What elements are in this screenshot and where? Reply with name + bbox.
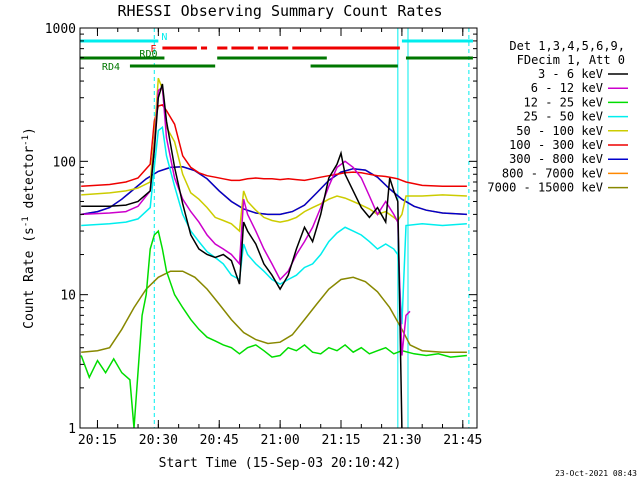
legend-label-6-12-kev: 6 - 12 keV bbox=[531, 81, 603, 95]
legend-item-50-100-kev: 50 - 100 keV bbox=[516, 124, 628, 138]
legend-item-3-6-kev: 3 - 6 keV bbox=[538, 67, 628, 81]
legend-label-7000-15000-kev: 7000 - 15000 keV bbox=[487, 181, 603, 195]
y-axis-label: Count Rate (s-1 detector-1) bbox=[21, 127, 37, 329]
legend-header-line-1: Det 1,3,4,5,6,9, bbox=[509, 39, 625, 53]
legend-label-3-6-kev: 3 - 6 keV bbox=[538, 67, 603, 81]
x-tick-label-20-15: 20:15 bbox=[78, 433, 117, 448]
legend-label-25-50-kev: 25 - 50 keV bbox=[524, 110, 603, 124]
flag-label-n: N bbox=[161, 32, 167, 43]
legend-item-7000-15000-kev: 7000 - 15000 keV bbox=[487, 181, 628, 195]
series-line-300-800-kev bbox=[81, 166, 467, 216]
flag-bar-n: N bbox=[80, 32, 473, 43]
legend-item-12-25-kev: 12 - 25 keV bbox=[524, 95, 628, 109]
y-axis-label-end: ) bbox=[22, 127, 37, 135]
legend-item-100-300-kev: 100 - 300 keV bbox=[509, 138, 628, 152]
series-line-12-25-kev bbox=[80, 229, 467, 429]
legend-label-100-300-kev: 100 - 300 keV bbox=[509, 138, 603, 152]
y-axis-label-sup2: -1 bbox=[21, 135, 31, 146]
flag-label-f: F bbox=[150, 44, 156, 55]
x-tick-label-21-15: 21:15 bbox=[321, 433, 360, 448]
footer-timestamp: 23-Oct-2021 08:43 bbox=[555, 469, 637, 478]
x-tick-label-21-30: 21:30 bbox=[382, 433, 421, 448]
legend-item-6-12-kev: 6 - 12 keV bbox=[531, 81, 628, 95]
legend-header-line-2: FDecim 1, Att 0 bbox=[517, 53, 625, 67]
x-tick-label-20-45: 20:45 bbox=[200, 433, 239, 448]
flag-label-rd4: RD4 bbox=[102, 62, 120, 73]
x-tick-label-20-30: 20:30 bbox=[139, 433, 178, 448]
legend-label-300-800-kev: 300 - 800 keV bbox=[509, 152, 603, 166]
legend-item-300-800-kev: 300 - 800 keV bbox=[509, 152, 628, 166]
x-tick-label-21-00: 21:00 bbox=[261, 433, 300, 448]
y-tick-label-100: 100 bbox=[53, 155, 76, 170]
series-line-3-6-kev bbox=[81, 83, 403, 429]
x-axis: 20:15 20:30 20:45 21:00 21:15 21:30 21:45 bbox=[78, 28, 482, 448]
flag-bar-rd0: RD0 bbox=[80, 49, 473, 60]
legend-label-12-25-kev: 12 - 25 keV bbox=[524, 95, 603, 109]
series-line-100-300-kev bbox=[81, 104, 467, 188]
chart-title: RHESSI Observing Summary Count Rates bbox=[117, 2, 442, 20]
plot-frame bbox=[79, 27, 478, 429]
y-axis-label-sup1: -1 bbox=[21, 216, 31, 227]
legend: Det 1,3,4,5,6,9, FDecim 1, Att 0 3 - 6 k… bbox=[487, 39, 628, 195]
y-tick-label-1: 1 bbox=[68, 422, 76, 437]
flag-bar-f: F bbox=[150, 44, 400, 55]
flag-label-rd0: RD0 bbox=[139, 49, 157, 60]
legend-label-800-7000-kev: 800 - 7000 keV bbox=[502, 166, 603, 180]
y-axis: 1 10 100 1000 bbox=[45, 22, 477, 437]
legend-label-50-100-kev: 50 - 100 keV bbox=[516, 124, 603, 138]
x-axis-label: Start Time (15-Sep-03 20:10:42) bbox=[159, 456, 402, 471]
legend-item-25-50-kev: 25 - 50 keV bbox=[524, 110, 628, 124]
y-axis-label-main: Count Rate (s bbox=[22, 227, 37, 329]
legend-item-800-7000-kev: 800 - 7000 keV bbox=[502, 166, 628, 180]
y-axis-label-mid: detector bbox=[22, 146, 37, 217]
series-line-25-50-kev bbox=[81, 125, 467, 325]
x-tick-label-21-45: 21:45 bbox=[443, 433, 482, 448]
y-tick-label-10: 10 bbox=[60, 289, 76, 304]
y-tick-label-1000: 1000 bbox=[45, 22, 76, 37]
flag-bar-rd4: RD4 bbox=[102, 62, 398, 73]
